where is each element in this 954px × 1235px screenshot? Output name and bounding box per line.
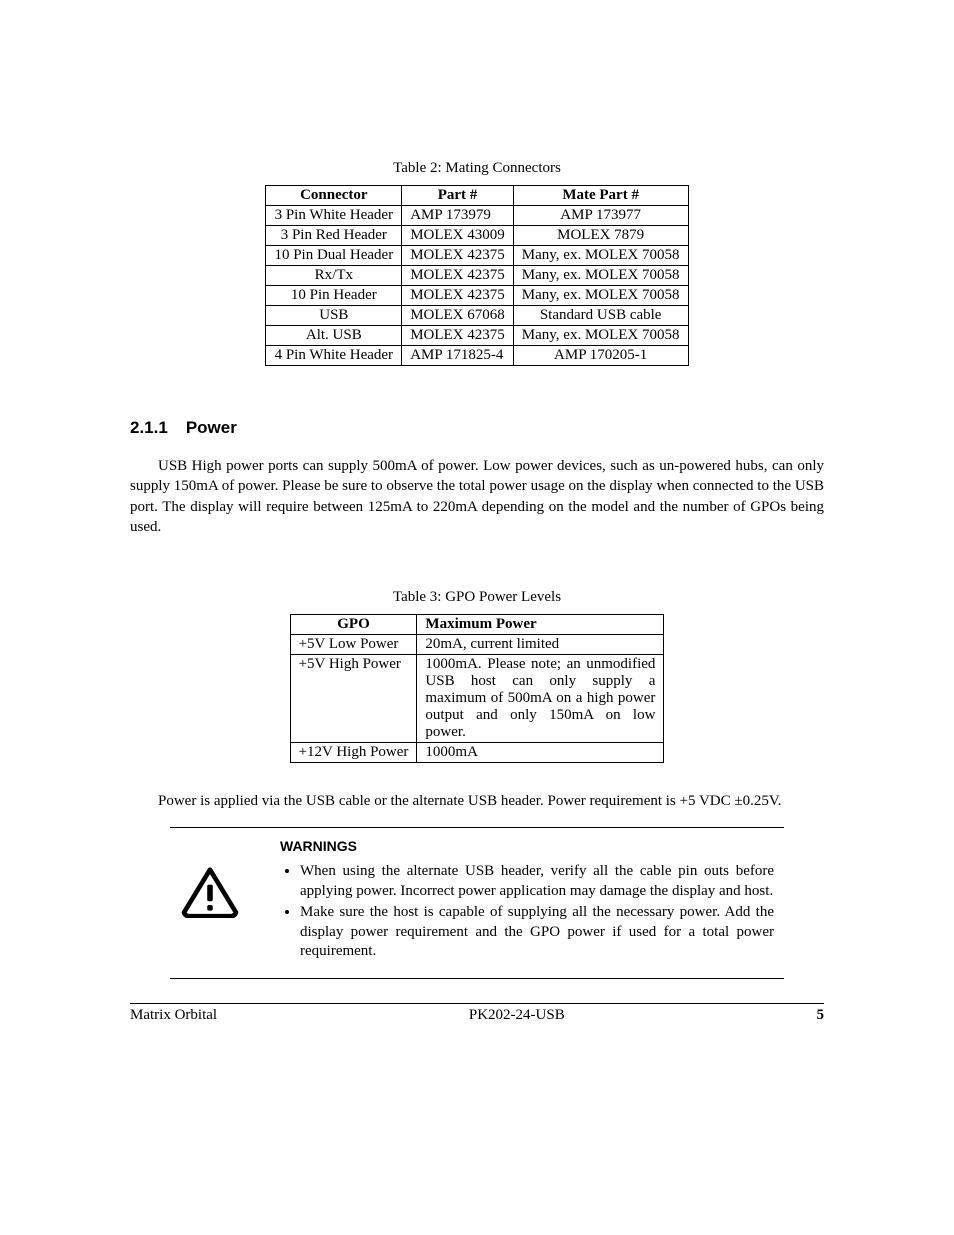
table-cell: 3 Pin Red Header <box>266 226 402 246</box>
table-cell: Many, ex. MOLEX 70058 <box>513 326 688 346</box>
section-heading: 2.1.1 Power <box>130 418 824 438</box>
warnings-title: WARNINGS <box>280 838 784 854</box>
table-row: USBMOLEX 67068Standard USB cable <box>266 306 688 326</box>
table-cell: MOLEX 42375 <box>402 286 514 306</box>
table-row: Rx/TxMOLEX 42375Many, ex. MOLEX 70058 <box>266 266 688 286</box>
warnings-box: WARNINGS When using the alternate USB he… <box>170 827 784 979</box>
table-cell: 3 Pin White Header <box>266 206 402 226</box>
power-note: Power is applied via the USB cable or th… <box>130 791 824 811</box>
table-cell: 1000mA <box>417 743 664 763</box>
table-cell: MOLEX 67068 <box>402 306 514 326</box>
table-cell: +5V High Power <box>290 655 417 743</box>
table-cell: MOLEX 42375 <box>402 246 514 266</box>
table-cell: 20mA, current limited <box>417 635 664 655</box>
warning-item: When using the alternate USB header, ver… <box>300 862 774 901</box>
table2-caption: Table 2: Mating Connectors <box>130 160 824 177</box>
table-row: 3 Pin Red HeaderMOLEX 43009MOLEX 7879 <box>266 226 688 246</box>
table2: Connector Part # Mate Part # 3 Pin White… <box>265 185 688 366</box>
table-cell: 1000mA. Please note; an unmodified USB h… <box>417 655 664 743</box>
table3-caption: Table 3: GPO Power Levels <box>130 589 824 606</box>
section-title: Power <box>186 418 237 437</box>
table-cell: Standard USB cable <box>513 306 688 326</box>
table-cell: USB <box>266 306 402 326</box>
table-cell: AMP 170205-1 <box>513 346 688 366</box>
table3-header: GPO <box>290 615 417 635</box>
table-cell: MOLEX 7879 <box>513 226 688 246</box>
warnings-list: When using the alternate USB header, ver… <box>280 862 774 964</box>
table-row: +5V Low Power20mA, current limited <box>290 635 664 655</box>
table-cell: AMP 171825-4 <box>402 346 514 366</box>
table-cell: MOLEX 43009 <box>402 226 514 246</box>
table-cell: Many, ex. MOLEX 70058 <box>513 286 688 306</box>
table3: GPO Maximum Power +5V Low Power20mA, cur… <box>290 614 665 763</box>
table-row: 10 Pin HeaderMOLEX 42375Many, ex. MOLEX … <box>266 286 688 306</box>
table-cell: 10 Pin Header <box>266 286 402 306</box>
table-row: 10 Pin Dual HeaderMOLEX 42375Many, ex. M… <box>266 246 688 266</box>
section-paragraph: USB High power ports can supply 500mA of… <box>130 456 824 537</box>
warning-icon <box>180 866 250 923</box>
table-cell: +5V Low Power <box>290 635 417 655</box>
table-cell: AMP 173979 <box>402 206 514 226</box>
page-footer: Matrix Orbital PK202-24-USB 5 <box>130 1003 824 1024</box>
table-cell: AMP 173977 <box>513 206 688 226</box>
table2-header: Connector <box>266 186 402 206</box>
footer-left: Matrix Orbital <box>130 1007 217 1024</box>
table-row: +12V High Power1000mA <box>290 743 664 763</box>
footer-center: PK202-24-USB <box>469 1007 565 1024</box>
table-cell: Many, ex. MOLEX 70058 <box>513 246 688 266</box>
table-cell: Many, ex. MOLEX 70058 <box>513 266 688 286</box>
table-cell: MOLEX 42375 <box>402 266 514 286</box>
table-cell: +12V High Power <box>290 743 417 763</box>
table2-header: Mate Part # <box>513 186 688 206</box>
table-cell: Rx/Tx <box>266 266 402 286</box>
table-cell: 10 Pin Dual Header <box>266 246 402 266</box>
table-row: +5V High Power1000mA. Please note; an un… <box>290 655 664 743</box>
warning-item: Make sure the host is capable of supplyi… <box>300 903 774 962</box>
section-number: 2.1.1 <box>130 418 168 437</box>
table-cell: MOLEX 42375 <box>402 326 514 346</box>
table-cell: 4 Pin White Header <box>266 346 402 366</box>
table-cell: Alt. USB <box>266 326 402 346</box>
table-row: Alt. USBMOLEX 42375Many, ex. MOLEX 70058 <box>266 326 688 346</box>
table-row: 3 Pin White HeaderAMP 173979AMP 173977 <box>266 206 688 226</box>
table-row: 4 Pin White HeaderAMP 171825-4AMP 170205… <box>266 346 688 366</box>
footer-page-number: 5 <box>817 1007 825 1024</box>
table2-header: Part # <box>402 186 514 206</box>
table3-header: Maximum Power <box>417 615 664 635</box>
